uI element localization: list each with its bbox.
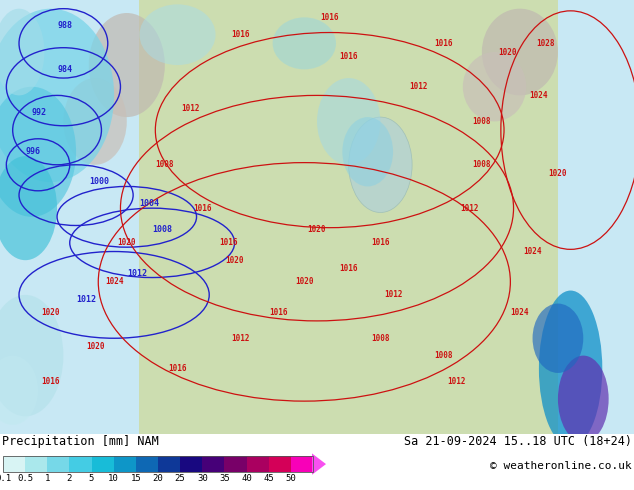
Text: 30: 30 xyxy=(197,474,208,483)
Text: 1016: 1016 xyxy=(41,377,60,386)
Text: 1012: 1012 xyxy=(127,269,147,277)
Text: 1012: 1012 xyxy=(460,204,479,213)
Text: 1016: 1016 xyxy=(168,364,187,373)
Text: Precipitation [mm] NAM: Precipitation [mm] NAM xyxy=(2,435,158,448)
Text: 1020: 1020 xyxy=(117,238,136,247)
Ellipse shape xyxy=(539,291,602,447)
Text: 1008: 1008 xyxy=(155,160,174,169)
Text: 1008: 1008 xyxy=(434,351,453,360)
Text: 984: 984 xyxy=(57,65,72,74)
Text: 1004: 1004 xyxy=(139,199,160,208)
Text: 1012: 1012 xyxy=(231,334,250,343)
Text: 25: 25 xyxy=(175,474,186,483)
Ellipse shape xyxy=(482,9,558,96)
Text: 1024: 1024 xyxy=(510,308,529,317)
Bar xyxy=(269,456,291,472)
Text: 1016: 1016 xyxy=(320,13,339,22)
Bar xyxy=(136,456,158,472)
Text: 20: 20 xyxy=(153,474,164,483)
Ellipse shape xyxy=(0,9,44,96)
Bar xyxy=(91,456,113,472)
Text: Sa 21-09-2024 15..18 UTC (18+24): Sa 21-09-2024 15..18 UTC (18+24) xyxy=(404,435,632,448)
Text: 45: 45 xyxy=(263,474,274,483)
Text: 1020: 1020 xyxy=(295,277,314,286)
Ellipse shape xyxy=(533,304,583,373)
Text: 1028: 1028 xyxy=(536,39,555,48)
Ellipse shape xyxy=(0,356,38,425)
Bar xyxy=(247,456,269,472)
Ellipse shape xyxy=(0,9,114,182)
Text: 988: 988 xyxy=(57,22,72,30)
Text: 35: 35 xyxy=(219,474,230,483)
Bar xyxy=(70,456,91,472)
Text: 1012: 1012 xyxy=(76,294,96,304)
Ellipse shape xyxy=(0,156,57,260)
Bar xyxy=(180,456,202,472)
Bar xyxy=(0,0,139,434)
Text: 5: 5 xyxy=(89,474,94,483)
Ellipse shape xyxy=(0,295,63,416)
Text: 1020: 1020 xyxy=(307,225,327,234)
Bar xyxy=(224,456,247,472)
Text: 1020: 1020 xyxy=(498,48,517,56)
Bar xyxy=(558,0,634,434)
Text: 10: 10 xyxy=(108,474,119,483)
Text: 0.1: 0.1 xyxy=(0,474,11,483)
Ellipse shape xyxy=(558,356,609,442)
Text: 1012: 1012 xyxy=(384,291,403,299)
Text: © weatheronline.co.uk: © weatheronline.co.uk xyxy=(490,461,632,471)
Text: 1: 1 xyxy=(44,474,50,483)
Text: 1012: 1012 xyxy=(181,104,200,113)
Bar xyxy=(158,456,180,472)
Text: 1016: 1016 xyxy=(434,39,453,48)
Text: 1024: 1024 xyxy=(529,91,548,100)
Text: 1008: 1008 xyxy=(472,160,491,169)
Text: 1020: 1020 xyxy=(548,169,567,178)
Text: 1008: 1008 xyxy=(152,225,172,234)
Ellipse shape xyxy=(89,13,165,117)
Text: 1024: 1024 xyxy=(523,247,542,256)
Text: 1016: 1016 xyxy=(371,238,390,247)
Bar xyxy=(25,456,48,472)
Text: 40: 40 xyxy=(241,474,252,483)
Bar xyxy=(3,456,313,472)
Text: 1000: 1000 xyxy=(89,177,109,187)
FancyArrow shape xyxy=(312,453,326,475)
Text: 1024: 1024 xyxy=(105,277,124,286)
Text: 50: 50 xyxy=(285,474,296,483)
Text: 1016: 1016 xyxy=(339,52,358,61)
Ellipse shape xyxy=(349,117,412,213)
Ellipse shape xyxy=(342,117,393,187)
Text: 0.5: 0.5 xyxy=(17,474,33,483)
Bar xyxy=(48,456,70,472)
Text: 1012: 1012 xyxy=(447,377,466,386)
Ellipse shape xyxy=(63,78,127,165)
Text: 1008: 1008 xyxy=(371,334,390,343)
Text: 1016: 1016 xyxy=(193,204,212,213)
Ellipse shape xyxy=(463,52,526,122)
Ellipse shape xyxy=(139,4,216,65)
Bar xyxy=(113,456,136,472)
Ellipse shape xyxy=(273,17,336,70)
Text: 1008: 1008 xyxy=(472,117,491,126)
Text: 2: 2 xyxy=(67,474,72,483)
Text: 1012: 1012 xyxy=(409,82,428,91)
Text: 1016: 1016 xyxy=(231,30,250,39)
Bar xyxy=(291,456,313,472)
Bar xyxy=(202,456,224,472)
Text: 1016: 1016 xyxy=(339,265,358,273)
Ellipse shape xyxy=(317,78,380,165)
Text: 1020: 1020 xyxy=(86,343,105,351)
Text: 992: 992 xyxy=(32,108,47,117)
Text: 1020: 1020 xyxy=(41,308,60,317)
Ellipse shape xyxy=(0,87,76,217)
Text: 1016: 1016 xyxy=(269,308,288,317)
Bar xyxy=(3,456,25,472)
Text: 15: 15 xyxy=(131,474,141,483)
Text: 996: 996 xyxy=(25,147,41,156)
Text: 1016: 1016 xyxy=(219,238,238,247)
Text: 1020: 1020 xyxy=(225,256,244,265)
